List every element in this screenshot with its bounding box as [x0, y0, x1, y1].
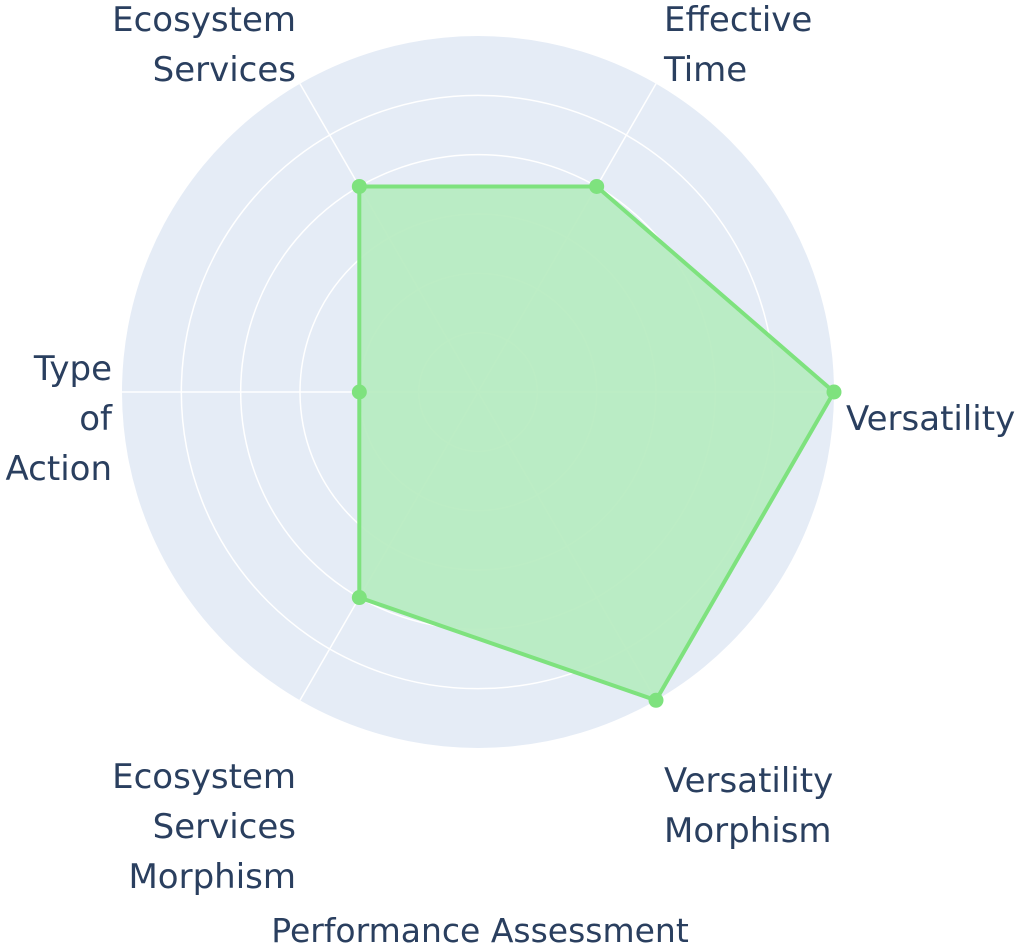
axis-label: Effective Time [663, 0, 812, 90]
data-point [826, 384, 842, 400]
data-point [589, 178, 605, 194]
data-point [351, 178, 367, 194]
x-axis-title: Performance Assessment [271, 911, 689, 948]
axis-labels: Versatility Effective Time Ecosystem Service… [6, 0, 1016, 897]
axis-label: Ecosystem Services Morphism [112, 757, 296, 897]
axis-label: Type of Action [6, 349, 114, 489]
data-point [351, 384, 367, 400]
axis-label: Versatility [846, 399, 1015, 439]
axis-label: Ecosystem Services [112, 0, 296, 90]
series-layer [351, 178, 842, 708]
data-point [648, 692, 664, 708]
data-point [351, 590, 367, 606]
axis-label: Versatility Morphism [664, 761, 833, 851]
